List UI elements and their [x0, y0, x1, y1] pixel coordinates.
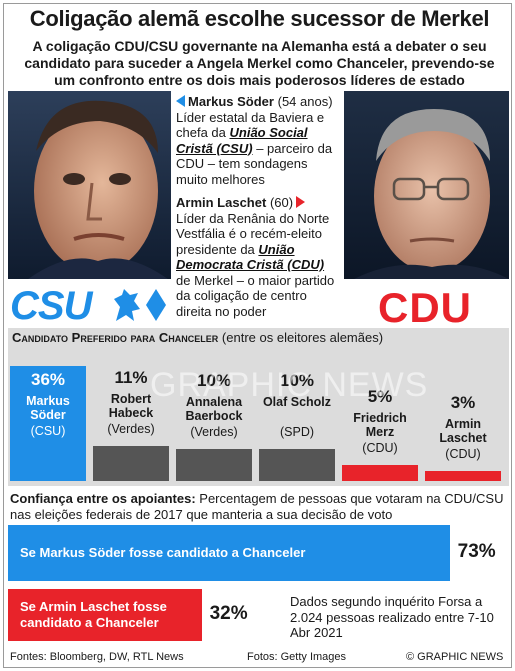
bar-value-label: 10%: [196, 371, 232, 390]
chart-bar: [93, 445, 169, 481]
confidence-value-label: 73%: [457, 541, 496, 562]
soder-age: (54 anos): [277, 94, 333, 109]
soder-photo: [8, 91, 171, 279]
bar-category-label: Markus Söder: [26, 393, 70, 422]
bar-value-label: 5%: [367, 387, 393, 406]
bar-party-label: (CDU): [445, 447, 481, 462]
confidence-value-label: 32%: [209, 603, 248, 624]
page-subtitle: A coligação CDU/CSU governante na Aleman…: [24, 38, 495, 88]
bar-category-label: Armin Laschet: [439, 417, 487, 446]
laschet-name: Armin Laschet: [176, 195, 267, 210]
footer-sources: Fontes: Bloomberg, DW, RTL News: [10, 651, 184, 663]
laschet-bio: Armin Laschet (60) Líder da Renânia do N…: [176, 195, 342, 319]
soder-bio-text-2: – parceiro da CDU – tem sondagens muito …: [176, 140, 333, 187]
bar-value-label: 3%: [450, 393, 476, 413]
chart-bar: [342, 465, 418, 481]
chart1-title: Candidato Preferido para Chanceler: [12, 330, 219, 345]
confidence-bar-label: Se Markus Söder fosse candidato a Chance…: [20, 545, 306, 560]
laschet-photo: [344, 91, 509, 279]
bar-value-label: 36%: [30, 369, 66, 389]
bar-category-label: Friedrich Merz: [353, 411, 407, 439]
chart2-subtitle: Percentagem de pessoas que votaram na CD…: [10, 491, 504, 522]
chart2-heading: Confiança entre os apoiantes: Percentage…: [10, 491, 508, 523]
preferred-chancellor-panel: [8, 328, 509, 486]
bar-category-label: Annalena Baerbock: [185, 395, 243, 423]
footer-credit: © GRAPHIC NEWS: [406, 651, 504, 663]
soder-bio: Markus Söder (54 anos) Líder estatal da …: [176, 94, 342, 187]
infographic-frame: [3, 3, 512, 668]
bar-value-label: 10%: [279, 371, 315, 390]
bar-party-label: (SPD): [279, 425, 315, 439]
bar-category-label: Robert Habeck: [108, 391, 154, 420]
diamond-icon: [145, 288, 167, 327]
page-title: Coligação alemã escolhe sucessor de Merk…: [29, 6, 490, 31]
watermark: GRAPHIC NEWS: [150, 366, 429, 404]
bar-party-label: (CDU): [362, 441, 398, 455]
confidence-bar: Se Markus Söder fosse candidato a Chance…: [8, 525, 450, 581]
laschet-bio-text-2: de Merkel – o maior partido da coligação…: [176, 272, 335, 319]
arrow-left-icon: [176, 95, 185, 107]
chart-bar: [10, 365, 86, 481]
chart-bar: [425, 471, 501, 481]
laschet-party: União Democrata Cristã (CDU): [176, 241, 325, 273]
bar-party-label: (Verdes): [190, 425, 238, 439]
bar-party-label: (CSU): [30, 423, 66, 438]
laschet-age: (60): [269, 195, 294, 210]
chart2-title: Confiança entre os apoiantes:: [10, 491, 196, 506]
soder-party: União Social Cristã (CSU): [176, 125, 308, 156]
cdu-logo: CDU: [378, 284, 472, 331]
survey-note: Dados segundo inquérito Forsa a 2.024 pe…: [290, 594, 494, 640]
bar-category-label: Olaf Scholz: [262, 395, 332, 409]
bar-value-label: 11%: [114, 367, 148, 387]
chart1-subtitle: (entre os eleitores alemães): [221, 330, 384, 345]
soder-bio-text-1: Líder estatal da Baviera e chefa da: [176, 109, 325, 141]
confidence-bar-label: Se Armin Laschet fosse candidato a Chanc…: [20, 599, 167, 630]
footer-photos: Fotos: Getty Images: [247, 651, 347, 663]
lion-icon: [110, 287, 144, 330]
bar-party-label: (Verdes): [107, 421, 155, 436]
csu-logo: CSU: [10, 284, 92, 328]
laschet-bio-text-1: Líder da Renânia do Norte Vestfália é o …: [176, 210, 330, 257]
confidence-bar: Se Armin Laschet fosse candidato a Chanc…: [8, 589, 202, 641]
arrow-right-icon: [296, 196, 306, 208]
chart-bar: [259, 449, 335, 481]
chart-bar: [176, 449, 252, 481]
chart1-heading: Candidato Preferido para Chanceler (entr…: [12, 330, 383, 345]
soder-name: Markus Söder: [188, 94, 274, 109]
